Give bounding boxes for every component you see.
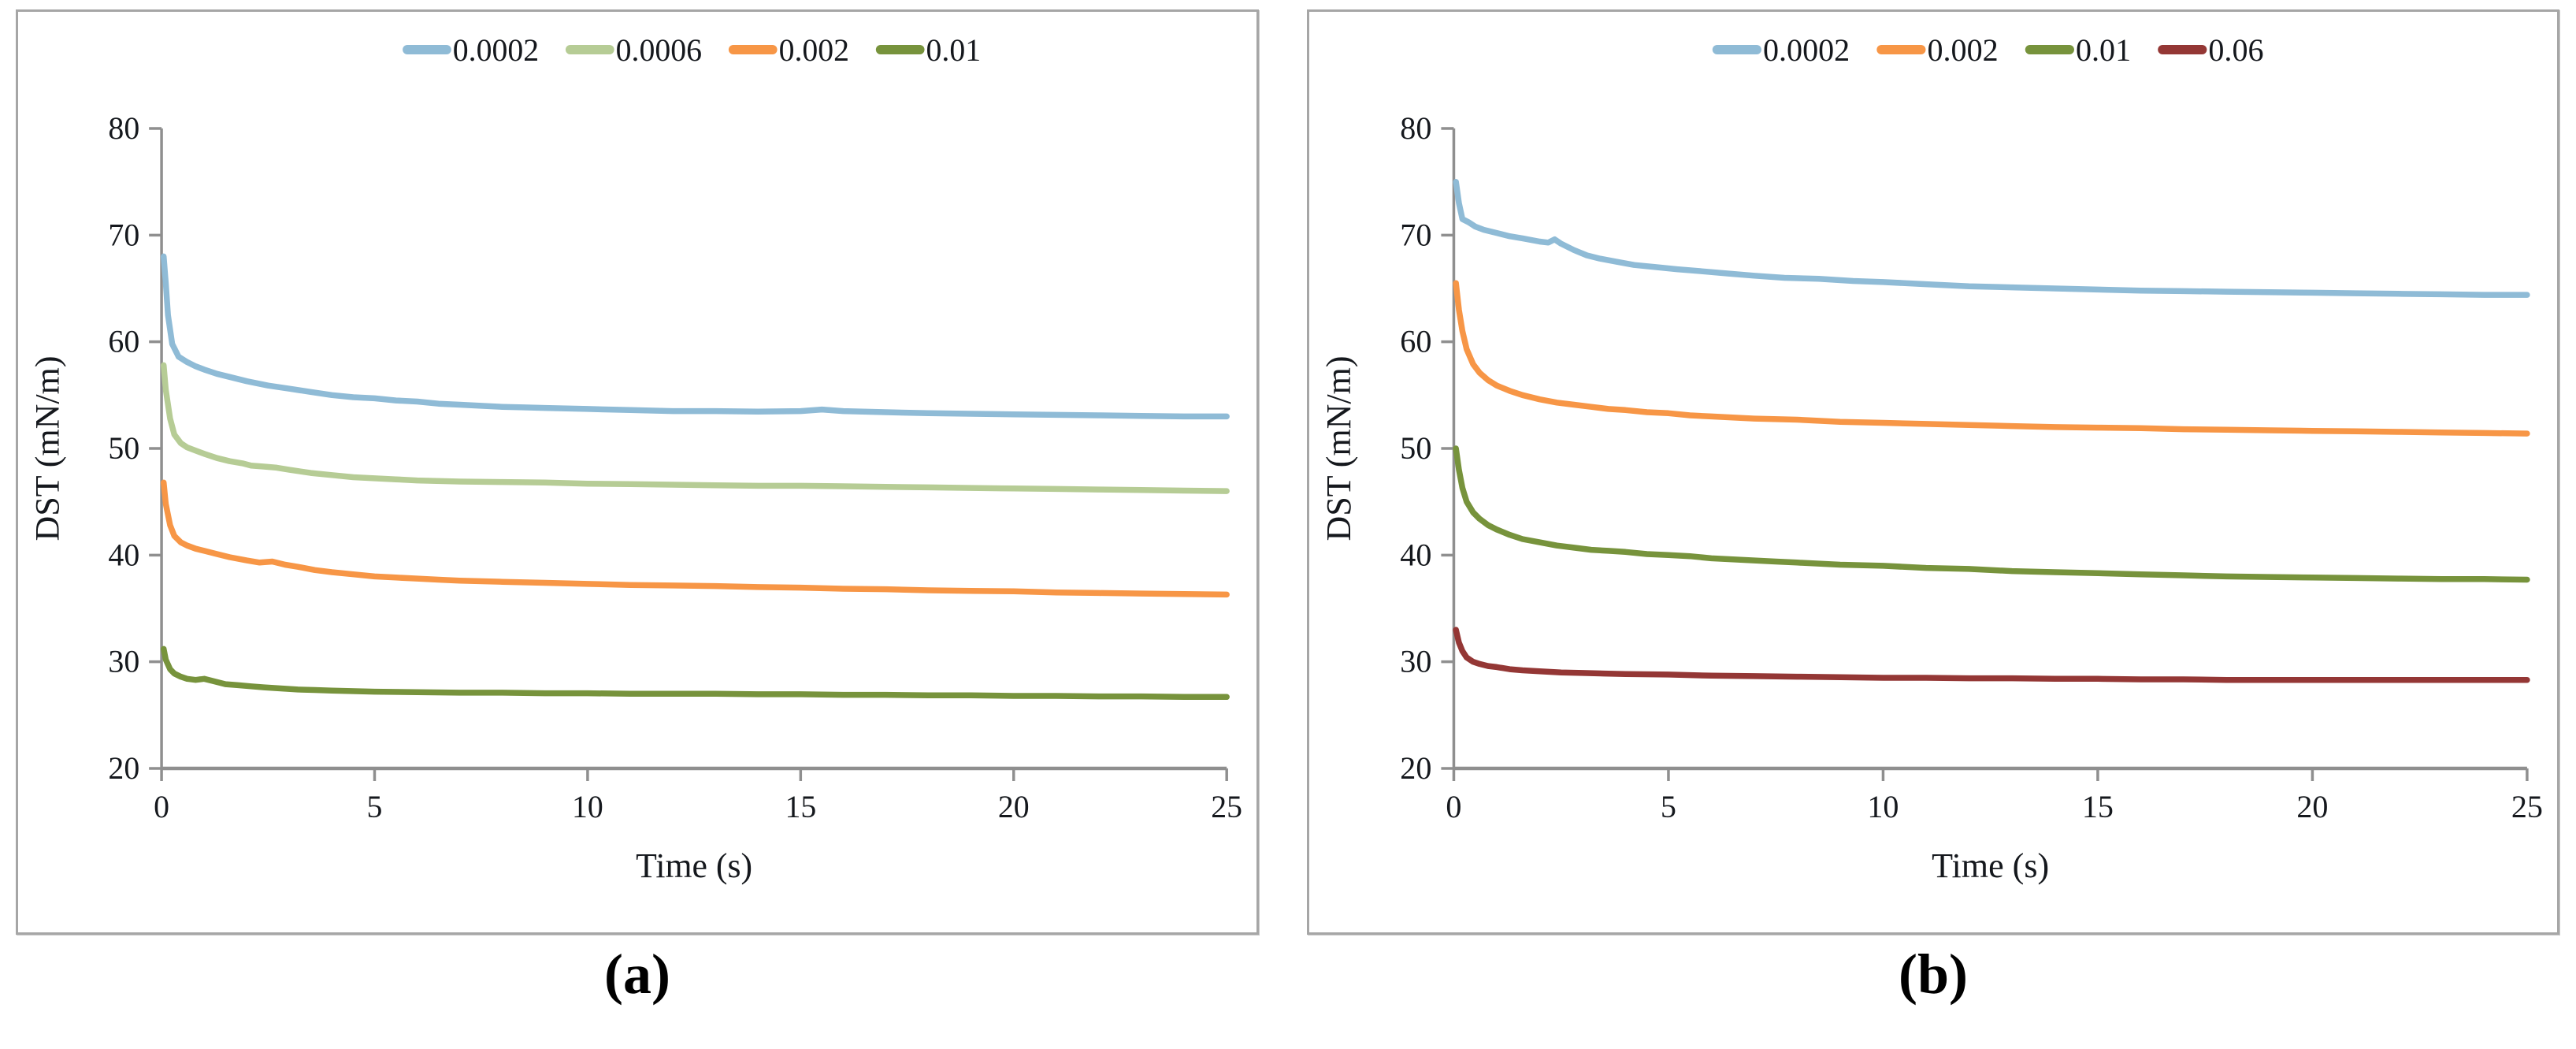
x-tick-label: 20: [998, 789, 1030, 824]
x-axis: 0 5 10 15 20 25 Time (s): [1446, 766, 2543, 885]
chart-b-canvas: 20 30 40 50 60 70 80 DST (mN/m) 0 5 10 15 20 25 Time (…: [1320, 32, 2543, 885]
x-tick-label: 0: [1446, 789, 1461, 824]
caption-panel-b: (b): [1899, 943, 1968, 1006]
series-line-0.0006: [161, 362, 1230, 494]
legend-item-0.0006: 0.0006: [565, 32, 702, 68]
x-tick-label: 0: [154, 789, 169, 824]
x-tick-label: 10: [1867, 789, 1899, 824]
y-tick-label: 30: [1400, 644, 1431, 679]
chart-a-canvas: 20 30 40 50 60 70 80 DST (mN/m) 0 5 10 15 20 25 Time (…: [29, 32, 1242, 885]
y-axis: 20 30 40 50 60 70 80 DST (mN/m): [29, 110, 163, 786]
y-tick-label: 60: [108, 324, 139, 359]
legend-label: 0.0002: [1763, 32, 1850, 68]
series-line-0.06: [1453, 627, 2530, 683]
legend-label: 0.01: [926, 32, 982, 68]
legend-label: 0.002: [779, 32, 849, 68]
x-tick-label: 15: [2082, 789, 2114, 824]
legend-item-0.01: 0.01: [875, 32, 982, 68]
legend-item-0.01: 0.01: [2025, 32, 2131, 68]
y-tick-label: 80: [1400, 110, 1431, 146]
x-tick-label: 10: [572, 789, 603, 824]
legend-label: 0.06: [2208, 32, 2263, 68]
legend-label: 0.01: [2076, 32, 2131, 68]
y-tick-label: 50: [108, 430, 139, 466]
y-tick-label: 70: [1400, 217, 1431, 252]
legend-item-0.002: 0.002: [1876, 32, 1999, 68]
legend-item-0.002: 0.002: [728, 32, 849, 68]
x-tick-label: 15: [785, 789, 816, 824]
legend: 0.0002 0.002 0.01 0.06: [1712, 32, 2264, 68]
series-line-0.0002: [161, 253, 1230, 420]
y-tick-label: 50: [1400, 430, 1431, 466]
legend-item-0.0002: 0.0002: [1712, 32, 1850, 68]
y-axis: 20 30 40 50 60 70 80 DST (mN/m): [1320, 110, 1456, 786]
series-line-0.002: [1453, 280, 2530, 437]
x-tick-label: 5: [367, 789, 383, 824]
legend-label: 0.0006: [616, 32, 702, 68]
series-line-0.0002: [1453, 178, 2530, 298]
y-tick-label: 30: [108, 644, 139, 679]
y-tick-label: 40: [108, 537, 139, 572]
y-axis-title: DST (mN/m): [29, 355, 67, 541]
figure-panel-a: 20 30 40 50 60 70 80 DST (mN/m) 0 5 10 15 20 25 Time (…: [16, 9, 1259, 935]
caption-panel-a: (a): [604, 943, 670, 1006]
y-axis-title: DST (mN/m): [1320, 355, 1358, 541]
legend-item-0.06: 0.06: [2158, 32, 2264, 68]
y-tick-label: 80: [108, 110, 139, 146]
x-axis-title: Time (s): [1932, 846, 2049, 885]
figure-panel-b: 20 30 40 50 60 70 80 DST (mN/m) 0 5 10 15 20 25 Time (…: [1307, 9, 2559, 935]
y-tick-label: 70: [108, 217, 139, 252]
y-tick-label: 60: [1400, 324, 1431, 359]
y-tick-label: 40: [1400, 537, 1431, 572]
x-axis: 0 5 10 15 20 25 Time (s): [154, 766, 1242, 885]
legend-label: 0.002: [1927, 32, 1998, 68]
series-line-0.01: [1453, 445, 2530, 583]
x-axis-title: Time (s): [636, 847, 752, 885]
series-line-0.01: [161, 645, 1230, 701]
legend-label: 0.0002: [453, 32, 539, 68]
legend-item-0.0002: 0.0002: [403, 32, 539, 68]
x-tick-label: 25: [1211, 789, 1242, 824]
x-tick-label: 20: [2296, 789, 2328, 824]
y-tick-label: 20: [108, 750, 139, 786]
x-tick-label: 5: [1661, 789, 1676, 824]
legend: 0.0002 0.0006 0.002 0.01: [403, 32, 982, 68]
y-tick-label: 20: [1400, 750, 1431, 786]
series-line-0.002: [161, 479, 1230, 598]
x-tick-label: 25: [2511, 789, 2543, 824]
